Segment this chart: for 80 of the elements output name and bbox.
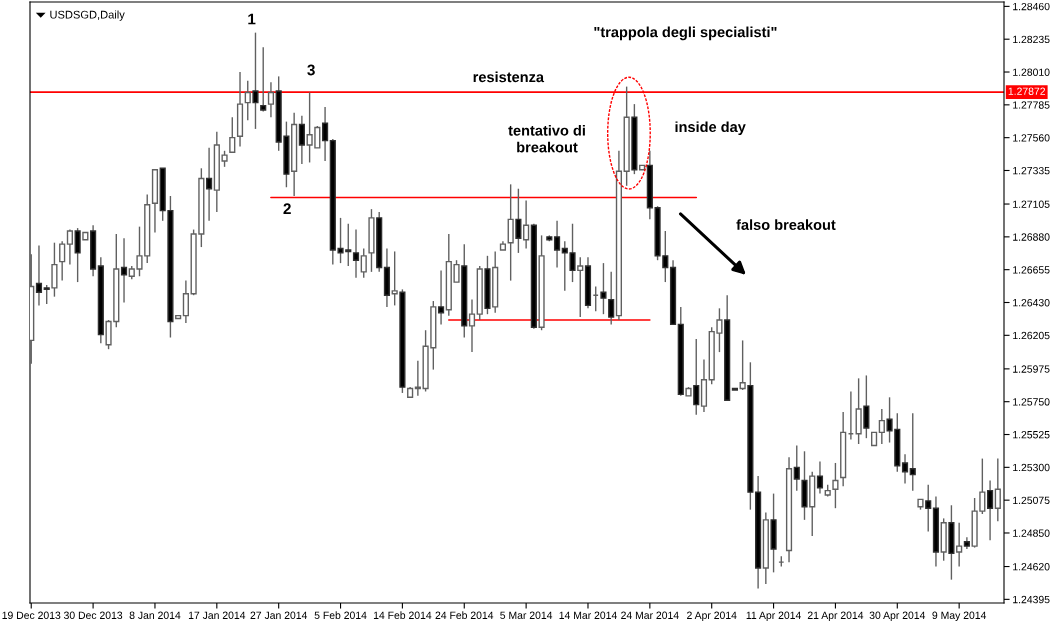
- x-tick-label: 24 Mar 2014: [621, 611, 679, 619]
- y-tick-label: 1.26655: [1013, 266, 1050, 274]
- candlestick: [793, 444, 800, 492]
- y-tick-label: 1.25525: [1013, 431, 1050, 439]
- candlestick: [553, 220, 561, 269]
- candlestick: [298, 115, 305, 165]
- ref-line-label: 1.27872: [1008, 87, 1046, 95]
- candlestick: [260, 46, 267, 113]
- y-tick-label: 1.26880: [1013, 233, 1050, 241]
- annotation: inside day: [675, 121, 746, 135]
- candlestick: [229, 116, 236, 153]
- candlestick: [244, 80, 251, 121]
- candlestick: [66, 228, 73, 266]
- x-tick-label: 30 Apr 2014: [869, 611, 926, 622]
- candlestick: [956, 522, 963, 568]
- y-tick-label: 1.24850: [1013, 529, 1050, 537]
- candlestick: [986, 479, 994, 541]
- candlestick: [321, 106, 329, 162]
- candlestick: [414, 360, 421, 397]
- candlestick: [901, 453, 909, 485]
- annotation: "trappola degli specialisti": [594, 26, 777, 41]
- y-tick-label: 1.26430: [1013, 299, 1050, 307]
- x-tick-label: 5 Feb 2014: [314, 611, 367, 619]
- candlestick: [360, 247, 367, 279]
- y-tick-label: 1.25075: [1013, 496, 1050, 505]
- candlestick: [391, 250, 398, 307]
- candlestick: [120, 237, 128, 304]
- annotation: falso breakout: [736, 219, 836, 230]
- x-tick-label: 17 Jan 2014: [188, 611, 246, 619]
- x-tick-label: 19 Dec 2013: [2, 611, 61, 619]
- annotation: 2: [283, 203, 291, 214]
- y-tick-label: 1.28460: [1013, 2, 1050, 11]
- y-tick-label: 1.26205: [1013, 331, 1050, 340]
- candlestick: [832, 462, 839, 509]
- candlestick: [352, 228, 360, 279]
- candlestick: [507, 183, 514, 282]
- candlestick: [739, 339, 746, 391]
- y-tick-label: 1.28235: [1013, 35, 1050, 44]
- candlestick: [59, 240, 66, 282]
- y-tick-label: 1.27785: [1013, 101, 1050, 109]
- y-tick-label: 1.27560: [1013, 134, 1050, 142]
- y-tick-label: 1.28010: [1013, 68, 1050, 76]
- x-tick-label: 5 Mar 2014: [500, 611, 553, 619]
- candlestick: [600, 262, 607, 315]
- y-tick-label: 1.24620: [1013, 563, 1050, 571]
- y-tick-label: 1.25300: [1013, 463, 1050, 472]
- y-tick-label: 1.27335: [1013, 166, 1050, 175]
- y-tick-label: 1.24395: [1013, 595, 1050, 604]
- candlestick: [205, 147, 213, 222]
- y-tick-label: 1.25975: [1013, 365, 1050, 373]
- text: USDSGD,Daily: [50, 10, 125, 21]
- candlestick: [608, 271, 615, 326]
- candlestick: [35, 244, 43, 307]
- x-tick-label: 11 Apr 2014: [746, 611, 801, 622]
- candlestick: [816, 460, 824, 495]
- x-tick-label: 27 Jan 2014: [250, 611, 308, 619]
- candlestick: [437, 269, 445, 326]
- candlestick: [909, 412, 916, 492]
- candlestick: [523, 199, 530, 250]
- x-tick-label: 2 Apr 2014: [687, 611, 737, 622]
- x-tick-label: 14 Feb 2014: [373, 611, 432, 619]
- x-tick-label: 24 Feb 2014: [435, 611, 494, 619]
- x-tick-label: 8 Jan 2014: [129, 611, 181, 619]
- annotation: resistenza: [473, 71, 545, 83]
- candlestick: [577, 256, 584, 318]
- candlestick: [468, 298, 476, 353]
- candlestick: [994, 457, 1001, 523]
- annotation: tentativo di breakout: [508, 124, 585, 153]
- x-tick-label: 14 Mar 2014: [559, 611, 617, 619]
- candlestick: [267, 81, 275, 118]
- candlestick: [182, 279, 189, 324]
- annotation: 3: [307, 64, 315, 76]
- annotation: 1: [248, 13, 256, 25]
- candlestick: [51, 241, 58, 298]
- y-tick-label: 1.27105: [1013, 200, 1050, 208]
- x-tick-label: 9 May 2014: [932, 611, 987, 622]
- x-tick-label: 30 Dec 2013: [63, 611, 123, 619]
- x-tick-label: 21 Apr 2014: [807, 611, 864, 622]
- y-tick-label: 1.25750: [1013, 398, 1050, 406]
- candlestick: [878, 408, 885, 445]
